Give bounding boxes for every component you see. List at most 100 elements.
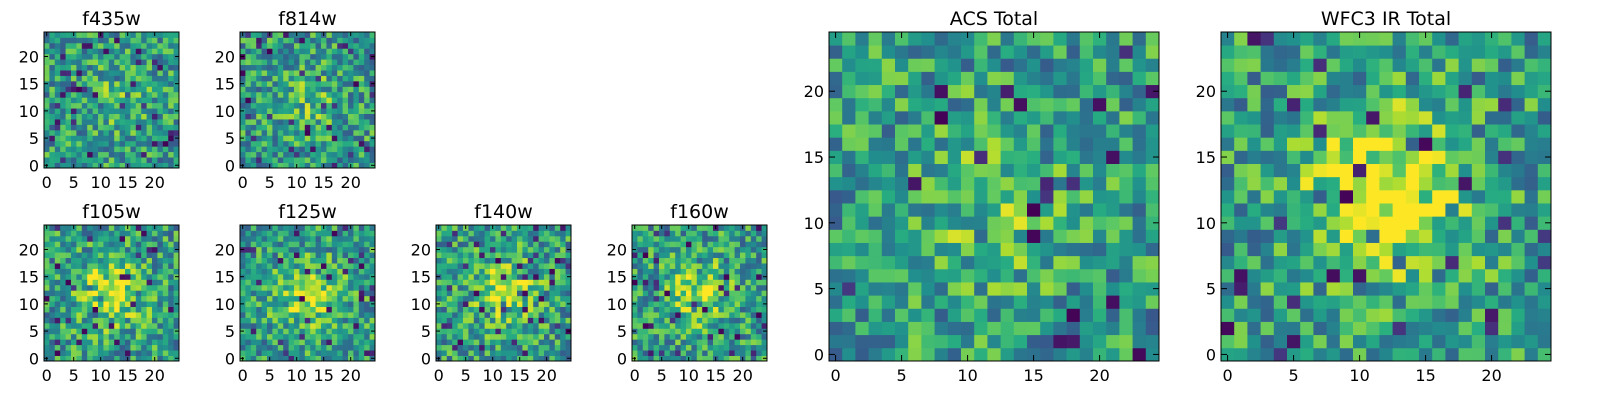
heatmap-cell xyxy=(527,225,534,231)
heatmap-cell xyxy=(441,312,448,318)
heatmap-cell xyxy=(669,225,676,231)
heatmap-cell xyxy=(974,203,988,217)
heatmap-cell xyxy=(81,241,88,248)
heatmap-cell xyxy=(691,333,698,340)
heatmap-cell xyxy=(500,235,507,242)
heatmap-cell xyxy=(756,273,762,280)
heatmap-cell xyxy=(842,45,856,59)
heatmap-cell xyxy=(1053,58,1067,72)
heatmap-cell xyxy=(92,268,99,275)
heatmap-cell xyxy=(256,322,262,329)
heatmap-cell xyxy=(1260,268,1275,283)
heatmap-cell xyxy=(256,108,262,114)
heatmap-cell xyxy=(921,176,935,191)
heatmap-cell xyxy=(974,137,988,151)
heatmap-cell xyxy=(331,301,338,307)
heatmap-cell xyxy=(162,306,169,313)
heatmap-cell xyxy=(686,333,692,340)
heatmap-cell xyxy=(750,350,757,356)
heatmap-cell xyxy=(1485,163,1499,178)
heatmap-cell xyxy=(130,32,137,38)
heatmap-cell xyxy=(256,350,262,356)
heatmap-cell xyxy=(734,312,741,318)
heatmap-cell xyxy=(277,80,284,87)
heatmap-cell xyxy=(921,203,935,217)
heatmap-cell xyxy=(686,263,692,269)
heatmap-cell xyxy=(130,75,137,82)
heatmap-cell xyxy=(261,246,268,253)
heatmap-cell xyxy=(1093,163,1107,178)
heatmap-cell xyxy=(87,246,93,253)
heatmap-cell xyxy=(103,295,110,302)
heatmap-cell xyxy=(974,189,988,204)
heatmap-cell xyxy=(326,263,333,269)
heatmap-cell xyxy=(490,344,496,351)
heatmap-cell xyxy=(1234,203,1248,217)
heatmap-cell xyxy=(364,124,370,131)
heatmap-cell xyxy=(473,230,480,237)
heatmap-cell xyxy=(522,246,529,253)
heatmap-cell xyxy=(1066,176,1081,191)
heatmap-cell xyxy=(261,157,268,163)
heatmap-cell xyxy=(294,301,300,307)
heatmap-cell xyxy=(637,344,644,351)
heatmap-cell xyxy=(261,48,268,55)
heatmap-cell xyxy=(337,312,343,318)
heatmap-cell xyxy=(152,328,158,335)
heatmap-cell xyxy=(125,295,131,302)
heatmap-cell xyxy=(729,246,735,253)
heatmap-cell xyxy=(353,97,360,104)
heatmap-cells xyxy=(240,225,376,362)
heatmap-cell xyxy=(114,64,120,71)
heatmap-cell xyxy=(544,339,550,346)
y-tick-label: 5 xyxy=(29,322,39,341)
heatmap-cell xyxy=(686,235,692,242)
heatmap-cell xyxy=(272,312,279,318)
heatmap-cell xyxy=(108,241,115,248)
heatmap-cell xyxy=(1234,229,1248,243)
heatmap-cell xyxy=(463,339,469,346)
heatmap-cell xyxy=(463,257,469,264)
heatmap-cell xyxy=(369,86,376,93)
heatmap-cell xyxy=(745,279,752,286)
heatmap-cell xyxy=(315,246,322,253)
heatmap-cell xyxy=(1445,308,1459,322)
heatmap-cell xyxy=(119,317,126,324)
heatmap-cell xyxy=(114,230,120,237)
heatmap-cell xyxy=(348,257,354,264)
heatmap-cell xyxy=(250,284,257,291)
heatmap-cell xyxy=(256,42,262,49)
heatmap-cell xyxy=(337,129,343,136)
heatmap-cell xyxy=(713,295,719,302)
heatmap-cell xyxy=(680,317,687,324)
heatmap-cell xyxy=(1498,242,1512,257)
heatmap-cell xyxy=(272,317,279,324)
heatmap-cell xyxy=(98,108,104,114)
heatmap-cell xyxy=(152,157,158,163)
heatmap-cell xyxy=(157,157,164,163)
heatmap-cell xyxy=(369,257,376,264)
heatmap-cell xyxy=(331,279,338,286)
heatmap-cell xyxy=(696,355,703,362)
heatmap-cell xyxy=(337,91,343,98)
heatmap-cell xyxy=(173,32,180,38)
heatmap-cell xyxy=(1079,255,1094,270)
heatmap-cell xyxy=(87,322,93,329)
heatmap-cell xyxy=(342,246,349,253)
heatmap-cell xyxy=(76,113,83,120)
heatmap-cell xyxy=(1053,268,1067,283)
heatmap-cell xyxy=(527,333,534,340)
heatmap-cell xyxy=(315,146,322,153)
heatmap-cell xyxy=(65,235,72,242)
heatmap-cell xyxy=(135,37,142,44)
heatmap-cell xyxy=(261,37,268,44)
heatmap-cell xyxy=(538,339,545,346)
heatmap-cell xyxy=(342,290,349,297)
heatmap-cell xyxy=(921,189,935,204)
heatmap-cell xyxy=(141,263,147,269)
heatmap-cell xyxy=(245,328,252,335)
heatmap-cell xyxy=(141,102,147,109)
heatmap-cell xyxy=(76,129,83,136)
heatmap-cell xyxy=(119,53,126,60)
heatmap-cell xyxy=(745,339,752,346)
